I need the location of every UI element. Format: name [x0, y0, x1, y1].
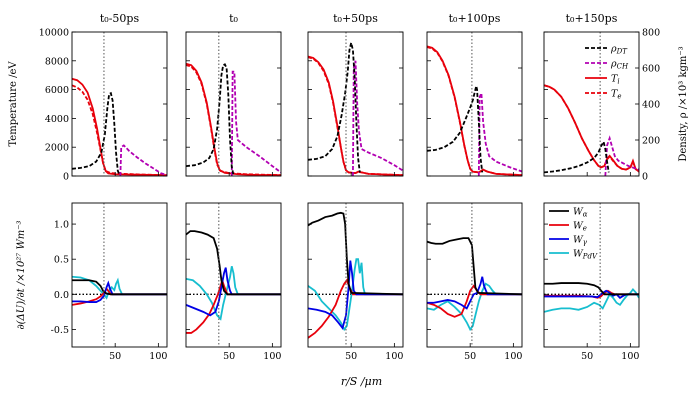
w-alpha-line	[72, 279, 167, 296]
x-axis-label: r/S /μm	[341, 375, 382, 388]
x-tick-label: 100	[385, 351, 403, 362]
bottom-y-axis-label: ∂(ΔU)/∂t /×10²⁷ Wm⁻³	[16, 220, 27, 329]
w-gamma-line	[544, 289, 639, 299]
bottom-plot-area	[427, 203, 522, 347]
top-plot-area	[427, 32, 522, 176]
y-tick-label: 2000	[45, 143, 69, 154]
top-plot-area	[186, 32, 281, 176]
panel-title: t₀	[229, 12, 238, 25]
w-alpha-line	[427, 237, 522, 296]
ti-line	[186, 62, 281, 176]
x-tick-label: 100	[149, 351, 167, 362]
bottom-plot-area	[308, 203, 403, 347]
legend-label: Ti	[611, 74, 620, 86]
w-pdv-line	[544, 287, 639, 313]
ti-line	[308, 55, 403, 176]
y-tick-label: 0.5	[54, 255, 69, 266]
top-y2-axis-label: Density, ρ /×10³ kgm⁻³	[678, 46, 689, 161]
w-alpha-line	[308, 211, 403, 296]
bottom-plot-area	[186, 203, 281, 347]
ti-line	[427, 45, 522, 176]
w-pdv-line	[308, 258, 403, 332]
legend-label: Te	[611, 89, 622, 101]
y-tick-label: 0	[63, 172, 69, 183]
top-panel-frame	[307, 31, 404, 177]
bottom-plot-area	[72, 203, 167, 347]
w-e-line	[186, 277, 281, 334]
top-panel-frame	[426, 31, 523, 177]
top-y-axis-label: Temperature /eV	[8, 61, 19, 147]
legend-label: ρDT	[610, 44, 628, 56]
panel-title: t₀+150ps	[566, 12, 618, 25]
x-tick-label: 100	[504, 351, 522, 362]
y2-tick-label: 600	[642, 64, 660, 75]
te-line	[72, 84, 167, 176]
y-tick-label: -0.5	[51, 325, 69, 336]
rho-ch-line	[352, 60, 403, 176]
w-gamma-line	[186, 267, 281, 317]
legend-label: ρCH	[610, 59, 629, 71]
x-tick-label: 50	[223, 351, 235, 362]
w-alpha-line	[544, 282, 639, 296]
top-plot-area	[544, 32, 639, 176]
rho-ch-line	[477, 89, 522, 176]
legend-label: Wα	[573, 207, 588, 219]
y-tick-label: 4000	[45, 114, 69, 125]
w-e-line	[308, 278, 403, 339]
x-tick-label: 50	[464, 351, 476, 362]
y2-tick-label: 0	[642, 172, 648, 183]
x-tick-label: 100	[263, 351, 281, 362]
rho-ch-line	[230, 70, 281, 176]
legend-label: Wγ	[573, 235, 588, 247]
panel-title: t₀-50ps	[100, 12, 140, 25]
y-tick-label: 0.0	[54, 290, 69, 301]
y-tick-label: 8000	[45, 56, 69, 67]
w-gamma-line	[427, 276, 522, 310]
bottom-panel-frame	[185, 202, 282, 348]
w-pdv-line	[186, 266, 281, 321]
w-gamma-line	[72, 280, 167, 303]
x-tick-label: 50	[109, 351, 121, 362]
legend-label: We	[573, 221, 587, 233]
bottom-panel-frame	[307, 202, 404, 348]
y2-tick-label: 800	[642, 28, 660, 39]
top-panel-frame	[71, 31, 168, 177]
top-plot-area	[308, 32, 403, 176]
te-line	[427, 46, 522, 176]
panel-title: t₀+50ps	[333, 12, 378, 25]
rho-dt-line	[544, 139, 610, 174]
rho-ch-line	[119, 144, 167, 176]
x-tick-label: 100	[621, 351, 639, 362]
y-tick-label: 1.0	[54, 220, 69, 231]
x-tick-label: 50	[345, 351, 357, 362]
y-tick-label: 6000	[45, 85, 69, 96]
bottom-plot-area	[544, 203, 639, 347]
y2-tick-label: 200	[642, 136, 660, 147]
legend-label: WPdV	[573, 249, 598, 261]
bottom-panel-frame	[71, 202, 168, 348]
rho-dt-line	[186, 63, 235, 176]
bottom-panel-frame	[426, 202, 523, 348]
ti-line	[544, 84, 639, 173]
top-plot-area	[72, 32, 167, 176]
bottom-panel-frame	[543, 202, 640, 348]
top-panel-frame	[185, 31, 282, 177]
y2-tick-label: 400	[642, 100, 660, 111]
rho-dt-line	[427, 85, 484, 173]
x-tick-label: 50	[581, 351, 593, 362]
panel-title: t₀+100ps	[449, 12, 501, 25]
rho-dt-line	[308, 42, 361, 173]
rho-dt-line	[72, 91, 121, 176]
ti-line	[72, 77, 167, 176]
w-pdv-line	[427, 282, 522, 332]
y-tick-label: 10000	[39, 28, 69, 39]
w-alpha-line	[186, 230, 281, 296]
